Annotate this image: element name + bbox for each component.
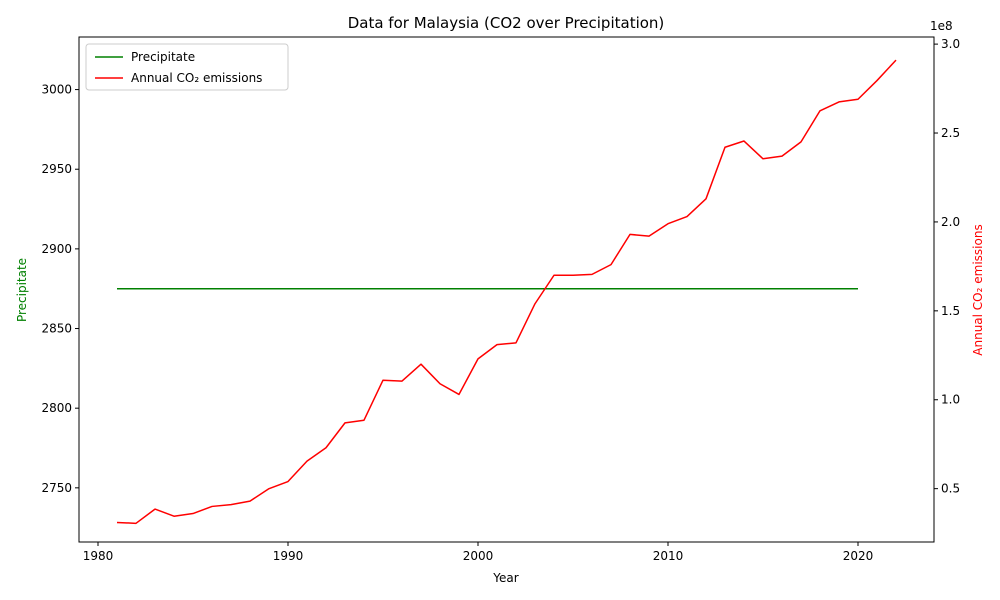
legend: Precipitate Annual CO₂ emissions bbox=[85, 43, 289, 91]
legend-label: Annual CO₂ emissions bbox=[131, 71, 262, 85]
y-right-axis-multiplier: 1e8 bbox=[930, 19, 953, 33]
y-left-tick-label: 2900 bbox=[41, 242, 72, 256]
y-left-tick-label: 2750 bbox=[41, 481, 72, 495]
co2-emissions-line bbox=[116, 59, 897, 525]
x-tick-label: 2010 bbox=[653, 549, 684, 563]
legend-label: Precipitate bbox=[131, 50, 195, 64]
y-right-tick-label: 1.5 bbox=[941, 304, 960, 318]
x-tick-label: 2000 bbox=[463, 549, 494, 563]
legend-box bbox=[85, 43, 289, 91]
chart-title: Data for Malaysia (CO2 over Precipitatio… bbox=[348, 14, 665, 32]
plot-area: 1980 1990 2000 2010 2020 2750 2800 2850 2900 2950… bbox=[41, 36, 960, 563]
plot-frame bbox=[78, 36, 935, 543]
y-right-axis-title: Annual CO₂ emissions bbox=[971, 224, 985, 355]
y-right-tick-label: 0.5 bbox=[941, 482, 960, 496]
y-left-tick-label: 2800 bbox=[41, 401, 72, 415]
x-tick-label: 1990 bbox=[273, 549, 304, 563]
y-left-axis-title: Precipitate bbox=[15, 258, 29, 322]
x-axis-title: Year bbox=[492, 571, 518, 585]
y-right-tick-label: 1.0 bbox=[941, 393, 960, 407]
y-right-tick-label: 3.0 bbox=[941, 37, 960, 51]
x-tick-label: 2020 bbox=[843, 549, 874, 563]
y-left-tick-label: 3000 bbox=[41, 83, 72, 97]
x-tick-label: 1980 bbox=[83, 549, 114, 563]
y-left-tick-label: 2950 bbox=[41, 162, 72, 176]
y-left-tick-label: 2850 bbox=[41, 322, 72, 336]
y-right-tick-label: 2.0 bbox=[941, 215, 960, 229]
y-right-tick-label: 2.5 bbox=[941, 126, 960, 140]
